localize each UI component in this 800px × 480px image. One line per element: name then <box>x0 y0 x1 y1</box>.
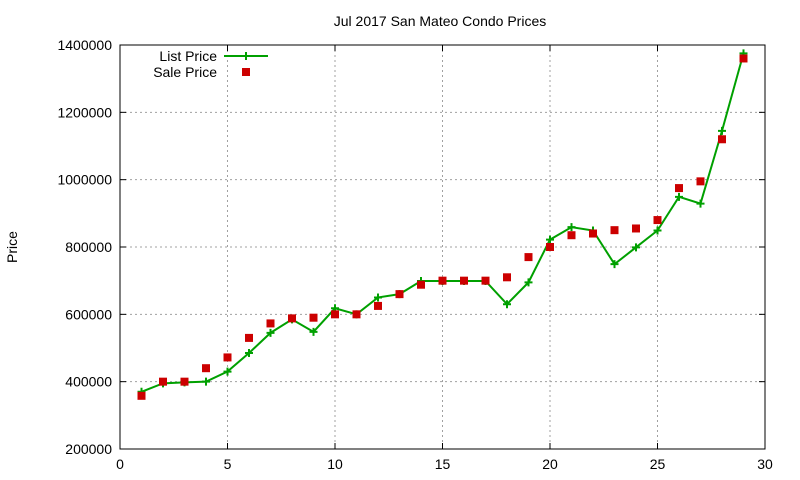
sale-price-point <box>481 276 490 285</box>
y-tick-label: 200000 <box>65 441 112 457</box>
x-tick-label: 15 <box>435 456 451 472</box>
sale-price-point <box>567 231 576 240</box>
sale-price-point <box>288 314 296 323</box>
sale-price-point <box>675 184 683 193</box>
y-tick-label: 1400000 <box>57 37 112 53</box>
sale-price-point <box>137 391 146 400</box>
grid <box>120 45 765 449</box>
sale-price-point <box>460 276 468 285</box>
y-tick-label: 400000 <box>65 374 112 390</box>
x-tick-label: 0 <box>116 456 124 472</box>
plot-frame <box>119 44 766 450</box>
y-axis-label: Price <box>4 231 20 263</box>
list-price-point <box>546 235 554 244</box>
sale-price-point <box>438 276 447 285</box>
sale-price-point <box>739 54 748 63</box>
sale-price-point <box>589 229 597 238</box>
list-price-point <box>245 349 253 358</box>
list-price-point <box>696 199 705 208</box>
sale-price-point <box>718 135 726 144</box>
list-price-point <box>675 192 683 201</box>
sale-price-point <box>202 364 210 373</box>
x-tick-label: 5 <box>224 456 232 472</box>
x-tick-label: 30 <box>757 456 773 472</box>
sale-price-point <box>309 313 318 322</box>
list-price-point <box>718 126 726 135</box>
list-price-point <box>266 328 275 337</box>
y-tick-label: 1000000 <box>57 172 112 188</box>
list-price-point <box>374 293 382 302</box>
x-tick-label: 20 <box>542 456 558 472</box>
legend-marker-sale-price <box>242 68 250 76</box>
sale-price-point <box>696 177 705 186</box>
sale-price-point <box>266 319 275 328</box>
sale-price-point <box>503 273 511 282</box>
list-price-point <box>223 367 232 376</box>
axis-ticks: 0 5 10 15 20 25 30 200000 400000 600000 800000 1000… <box>57 37 773 472</box>
list-price-point <box>524 278 533 287</box>
x-tick-label: 25 <box>650 456 666 472</box>
sale-price-point <box>524 253 533 262</box>
sale-price-point <box>653 216 662 225</box>
series <box>137 49 748 400</box>
y-tick-label: 800000 <box>65 239 112 255</box>
sale-price-point <box>395 290 404 299</box>
list-price-point <box>202 377 210 386</box>
x-tick-label: 10 <box>327 456 343 472</box>
legend-label-sale-price: Sale Price <box>153 64 217 80</box>
sale-price-point <box>352 310 361 319</box>
sale-price-point <box>223 353 232 362</box>
legend-marker-list-price <box>242 52 250 60</box>
sale-price-point <box>331 310 339 319</box>
list-price-point <box>653 226 662 235</box>
sale-price-point <box>417 280 425 289</box>
sale-price-point <box>632 224 640 233</box>
list-price-point <box>567 223 576 232</box>
list-price-point <box>632 243 640 252</box>
legend: List Price Sale Price <box>153 48 268 80</box>
list-price-point <box>503 300 511 309</box>
sale-price-point <box>159 377 167 386</box>
sale-price-point <box>546 243 554 251</box>
list-price-point <box>610 260 619 269</box>
sale-price-point <box>180 377 189 386</box>
legend-label-list-price: List Price <box>159 48 217 64</box>
chart-title: Jul 2017 San Mateo Condo Prices <box>334 13 546 29</box>
y-tick-label: 1200000 <box>57 104 112 120</box>
sale-price-point <box>245 333 253 342</box>
y-tick-label: 600000 <box>65 306 112 322</box>
sale-price-point <box>610 226 619 235</box>
list-price-point <box>309 327 318 336</box>
sale-price-point <box>374 301 382 310</box>
